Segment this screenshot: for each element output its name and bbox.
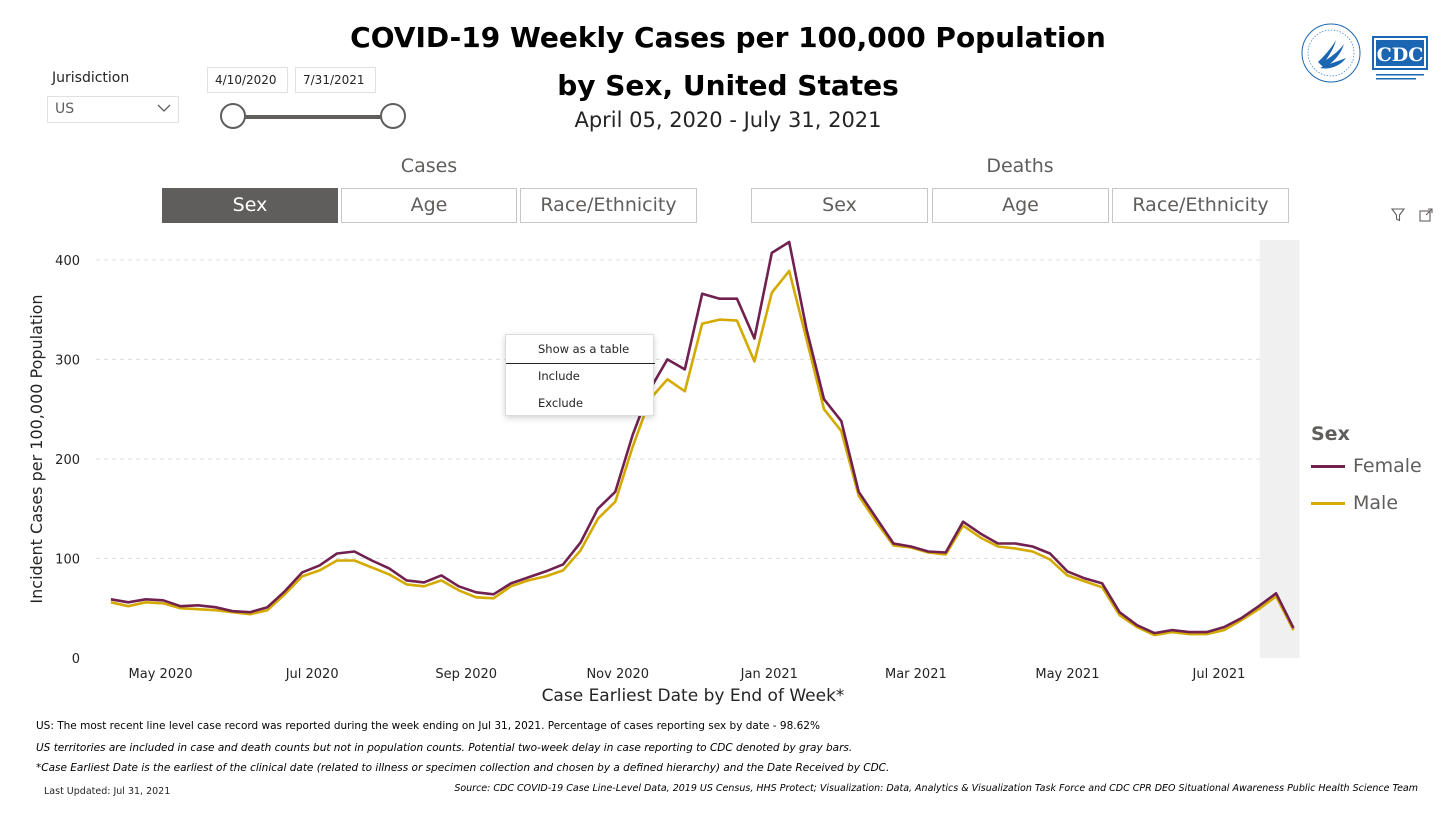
x-tick-label: May 2020 — [129, 667, 193, 682]
tab-deaths-sex[interactable]: Sex — [751, 188, 928, 223]
y-tick-label: 100 — [55, 552, 80, 567]
x-tick-label: May 2021 — [1035, 667, 1099, 682]
x-axis-label: Case Earliest Date by End of Week* — [542, 686, 845, 706]
y-axis-ticks: 0 100 200 300 400 — [55, 254, 80, 667]
x-tick-label: Jul 2020 — [285, 667, 339, 682]
legend-swatch-male — [1311, 502, 1345, 505]
x-tick-label: Sep 2020 — [435, 667, 497, 682]
x-tick-label: Jan 2021 — [740, 667, 798, 682]
x-tick-label: Jul 2021 — [1192, 667, 1246, 682]
date-range-subtitle: April 05, 2020 - July 31, 2021 — [574, 108, 882, 132]
legend-item-female[interactable]: Female — [1311, 455, 1422, 477]
end-date-input[interactable]: 7/31/2021 — [295, 67, 376, 93]
x-axis-ticks: May 2020 Jul 2020 Sep 2020 Nov 2020 Jan 2021… — [129, 667, 1246, 682]
tab-deaths-race-ethnicity[interactable]: Race/Ethnicity — [1112, 188, 1289, 223]
chevron-down-icon — [157, 104, 171, 112]
cdc-logo-text: CDC — [1377, 44, 1424, 66]
jurisdiction-label: Jurisdiction — [52, 70, 130, 86]
series-line-male[interactable] — [110, 269, 1295, 637]
source-note: Source: CDC COVID-19 Case Line-Level Dat… — [454, 783, 1418, 794]
y-tick-label: 0 — [72, 652, 80, 667]
chart-title-line2: by Sex, United States — [557, 69, 899, 102]
focus-mode-icon[interactable] — [1418, 207, 1434, 223]
y-tick-label: 400 — [55, 254, 80, 269]
start-date-input[interactable]: 4/10/2020 — [207, 67, 288, 93]
legend-item-male[interactable]: Male — [1311, 492, 1398, 514]
series-lines — [110, 240, 1295, 637]
last-updated: Last Updated: Jul 31, 2021 — [44, 786, 171, 797]
context-menu-divider — [506, 363, 655, 364]
context-menu-show-as-table[interactable]: Show as a table — [538, 342, 630, 356]
tab-cases-sex[interactable]: Sex — [162, 188, 338, 223]
context-menu-exclude[interactable]: Exclude — [538, 396, 584, 410]
hhs-eagle-logo — [1301, 23, 1361, 83]
legend-label-male: Male — [1353, 492, 1399, 514]
tab-cases-age[interactable]: Age — [341, 188, 517, 223]
context-menu-include[interactable]: Include — [538, 369, 580, 383]
y-tick-label: 200 — [55, 453, 80, 468]
y-axis-label: Incident Cases per 100,000 Population — [27, 294, 46, 603]
date-slider-start-handle[interactable] — [220, 103, 246, 129]
filter-icon[interactable] — [1390, 207, 1406, 223]
note-case-earliest-date: *Case Earliest Date is the earliest of t… — [36, 762, 890, 774]
legend-label-female: Female — [1353, 455, 1422, 477]
x-tick-label: Mar 2021 — [885, 667, 947, 682]
context-menu: Show as a table Include Exclude — [505, 334, 655, 416]
date-slider-end-handle[interactable] — [380, 103, 406, 129]
series-line-female[interactable] — [110, 240, 1295, 635]
cases-group-label: Cases — [400, 155, 458, 177]
legend-swatch-female — [1311, 465, 1345, 468]
cdc-logo: CDC — [1372, 36, 1428, 80]
x-tick-label: Nov 2020 — [586, 667, 649, 682]
deaths-group-label: Deaths — [986, 155, 1054, 177]
y-tick-label: 300 — [55, 353, 80, 368]
chart-gridlines — [96, 259, 1296, 559]
reporting-delay-gray-bar — [1259, 240, 1300, 658]
note-territories: US territories are included in case and … — [36, 742, 853, 754]
tab-cases-race-ethnicity[interactable]: Race/Ethnicity — [520, 188, 697, 223]
chart-title-line1: COVID-19 Weekly Cases per 100,000 Popula… — [350, 21, 1106, 54]
tab-deaths-age[interactable]: Age — [932, 188, 1109, 223]
jurisdiction-dropdown[interactable]: US — [47, 96, 179, 123]
legend-title: Sex — [1311, 423, 1350, 445]
date-slider-track[interactable] — [232, 115, 394, 119]
note-most-recent-record: US: The most recent line level case reco… — [36, 720, 820, 732]
jurisdiction-value: US — [55, 101, 75, 117]
chart-title: COVID-19 Weekly Cases per 100,000 Popula… — [0, 14, 1456, 110]
